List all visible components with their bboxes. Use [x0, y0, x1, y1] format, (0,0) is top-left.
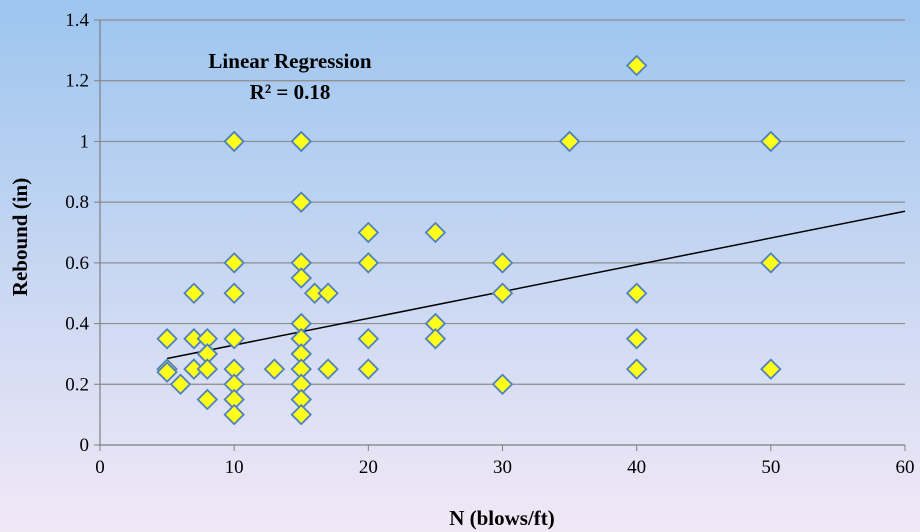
y-tick-label: 0: [80, 435, 90, 456]
trendline-group: [166, 210, 906, 360]
data-point: [357, 221, 380, 244]
data-point: [625, 327, 648, 350]
data-point: [357, 358, 380, 380]
data-point: [317, 358, 339, 380]
data-point: [223, 282, 245, 304]
x-axis-ticks: 0 10 20 30 40 50 60: [95, 445, 915, 478]
y-tick-label: 0.4: [65, 314, 89, 335]
data-point: [760, 130, 782, 153]
y-tick-label: 1.4: [65, 10, 89, 31]
data-point: [183, 282, 205, 304]
data-point: [357, 327, 380, 350]
x-axis-title: N (blows/ft): [449, 506, 555, 530]
data-point: [263, 358, 286, 380]
data-point: [424, 221, 447, 244]
x-tick-label: 50: [761, 457, 780, 478]
data-point: [223, 327, 245, 350]
y-tick-label: 0.2: [65, 374, 89, 395]
y-tick-label: 1.2: [65, 71, 89, 92]
data-point: [223, 252, 245, 274]
x-tick-label: 20: [359, 457, 378, 478]
data-point: [558, 130, 581, 153]
data-point: [156, 361, 178, 383]
data-point: [196, 358, 219, 380]
data-point: [196, 388, 219, 411]
data-points: [156, 54, 782, 426]
data-point: [491, 373, 514, 396]
data-point: [491, 282, 514, 304]
data-point: [290, 130, 313, 153]
data-point: [223, 130, 245, 153]
x-tick-label: 40: [627, 457, 646, 478]
data-point: [317, 282, 339, 304]
y-axis-title: Rebound (in): [8, 178, 32, 296]
data-point: [760, 252, 782, 274]
x-tick-label: 60: [896, 457, 915, 478]
data-point: [169, 373, 192, 396]
data-point: [156, 327, 178, 350]
y-tick-label: 0.8: [65, 192, 89, 213]
annotation-r2: R² = 0.18: [250, 80, 331, 104]
y-axis-ticks: 0 0.2 0.4 0.6 0.8 1 1.2 1.4: [65, 10, 100, 456]
data-point: [357, 252, 380, 274]
data-point: [491, 252, 514, 274]
data-point: [290, 403, 313, 426]
y-tick-label: 1: [80, 131, 90, 152]
y-tick-label: 0.6: [65, 253, 89, 274]
trendline: [166, 210, 906, 360]
data-point: [625, 358, 648, 380]
data-point: [760, 358, 782, 380]
data-point: [625, 282, 648, 304]
data-point: [290, 191, 313, 213]
x-tick-label: 0: [95, 457, 105, 478]
annotation-title: Linear Regression: [208, 49, 371, 73]
x-tick-label: 10: [225, 457, 244, 478]
data-point: [223, 403, 245, 426]
data-point: [424, 327, 447, 350]
data-point: [625, 54, 648, 77]
x-tick-label: 30: [493, 457, 512, 478]
data-point: [290, 267, 313, 289]
